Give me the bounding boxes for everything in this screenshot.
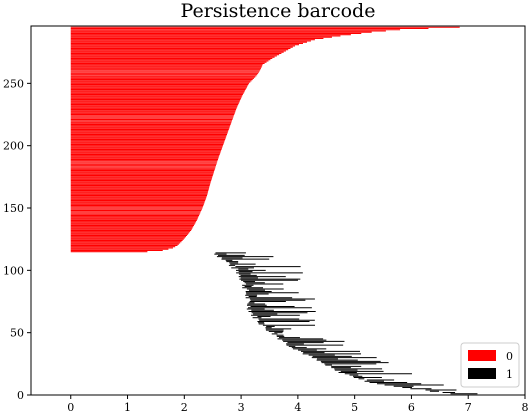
y-tick-label: 150 [3, 202, 24, 215]
x-tick-label: 0 [67, 401, 74, 414]
legend-label-0: 0 [506, 350, 513, 363]
x-tick-label: 7 [465, 401, 472, 414]
y-tick-label: 0 [17, 389, 24, 402]
legend-swatch-0 [468, 350, 496, 361]
y-tick-label: 250 [3, 77, 24, 90]
legend: 01 [461, 343, 519, 387]
y-tick-label: 50 [10, 327, 24, 340]
legend-swatch-1 [468, 368, 496, 379]
chart-title: Persistence barcode [181, 0, 376, 22]
x-tick-label: 6 [408, 401, 415, 414]
bars-layer [71, 27, 478, 395]
x-tick-label: 3 [238, 401, 245, 414]
legend-label-1: 1 [506, 368, 513, 381]
x-tick-label: 5 [351, 401, 358, 414]
x-tick-label: 8 [522, 401, 528, 414]
x-tick-label: 4 [294, 401, 301, 414]
y-tick-label: 200 [3, 140, 24, 153]
x-tick-label: 1 [124, 401, 131, 414]
y-tick-label: 100 [3, 264, 24, 277]
x-tick-label: 2 [181, 401, 188, 414]
